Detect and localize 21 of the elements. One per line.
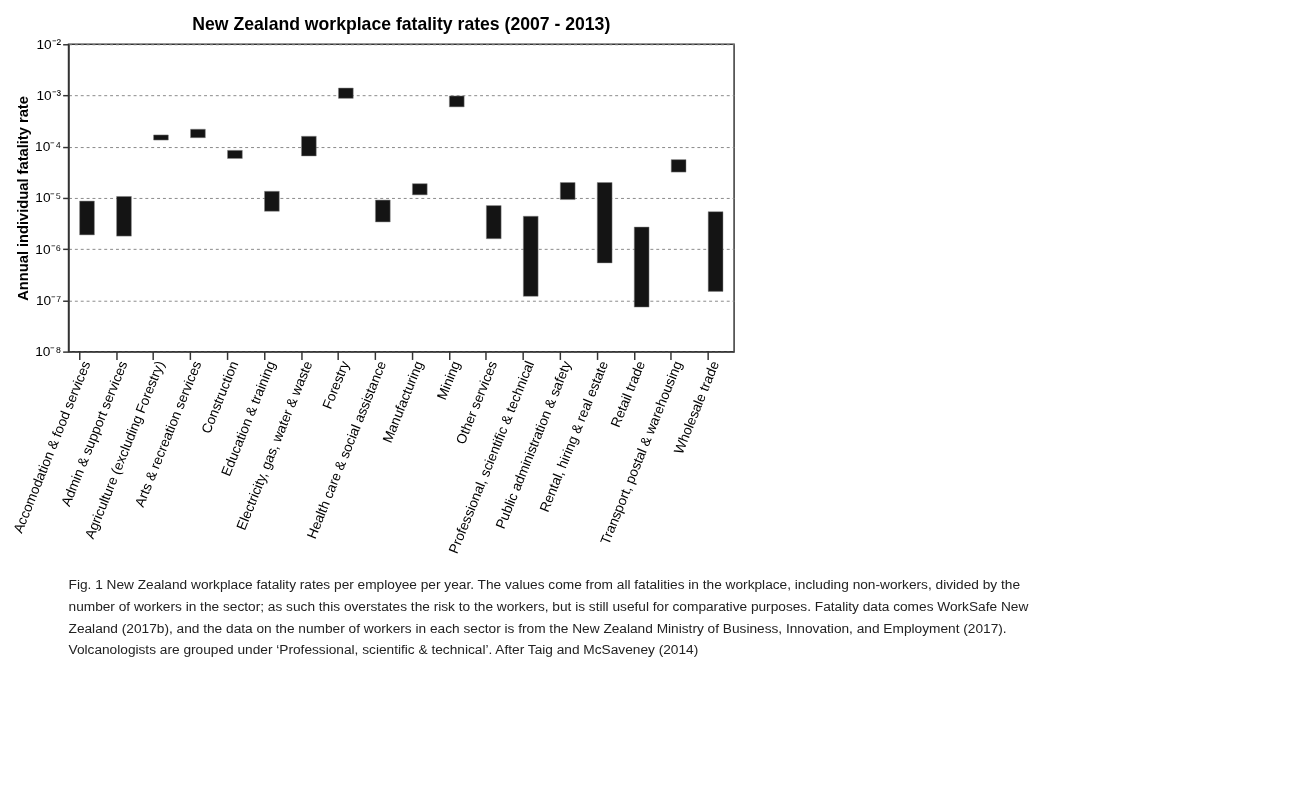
bar (227, 150, 243, 159)
caption: Fig. 1 New Zealand workplace fatality rates per employee per year. The values come from all fatalities in the workplace, including non-workers, divided by the number of workers in the sector; as such this overstates the risk to the workers, but is still useful for comparative purposes. Fatality data comes WorkSafe New Zealand (2017b), and the data on the number of workers in each sector is from the New Zealand Ministry of Business, Innovation, and Employment (2017). Volcanologists are grouped under ‘Professional, scientific & technical’. After Taig and McSaveney (2014) (68, 577, 1029, 658)
bar (486, 205, 502, 239)
bar (597, 182, 613, 264)
y-tick-label: 10⁻² (36, 36, 62, 52)
bar (116, 196, 132, 237)
bar (190, 128, 206, 138)
y-tick-label: 10⁻⁶ (35, 241, 62, 257)
y-tick-label: 10⁻⁵ (35, 190, 62, 206)
y-tick-label: 10⁻³ (36, 87, 62, 103)
y-tick-label: 10⁻⁴ (35, 139, 62, 155)
chart-title: New Zealand workplace fatality rates (2007 - 2013) (192, 13, 611, 34)
bar (670, 159, 687, 173)
x-tick-label: Retail trade (607, 358, 649, 430)
bar (338, 87, 354, 99)
y-tick-label: 10⁻⁷ (35, 292, 62, 308)
bar (412, 183, 428, 196)
bar (560, 182, 576, 200)
y-axis-title: Annual individual fatality rate (15, 96, 32, 301)
bar (153, 134, 169, 141)
y-tick-label: 10⁻⁸ (35, 344, 62, 360)
